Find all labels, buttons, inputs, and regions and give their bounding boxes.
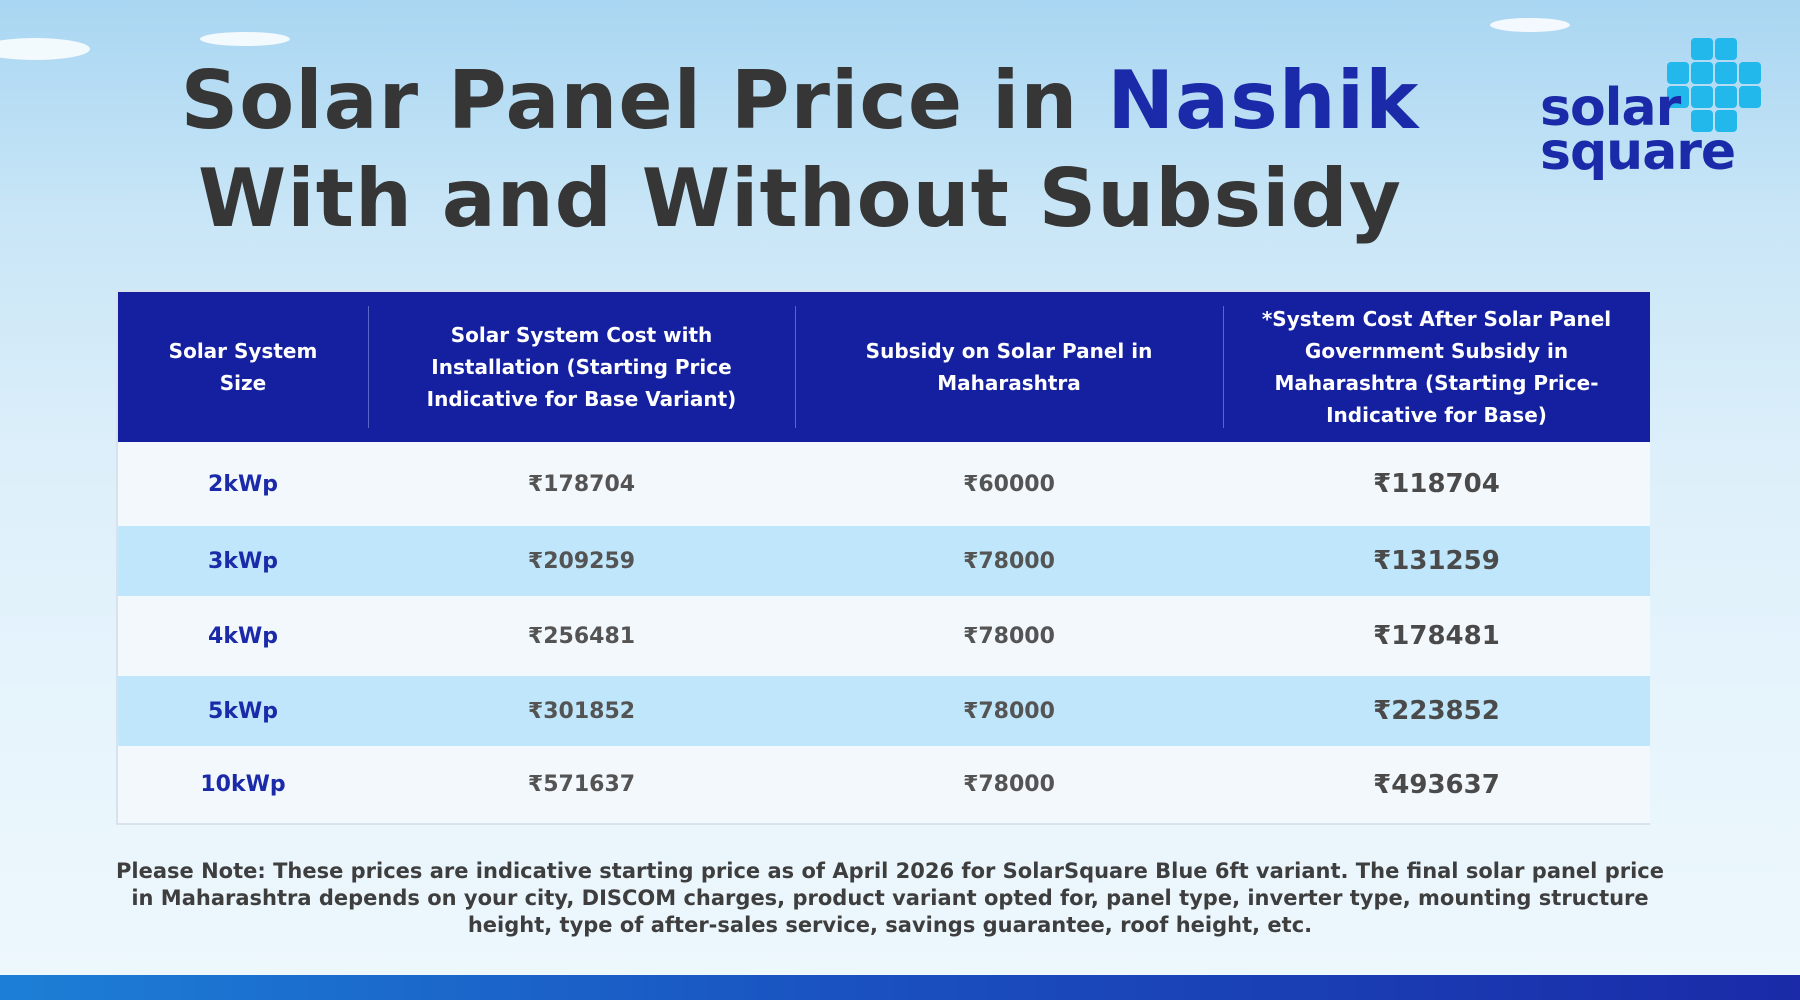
table-row: 10kWp ₹571637 ₹78000 ₹493637: [118, 746, 1650, 823]
logo-text: solar square: [1540, 78, 1736, 182]
solarsquare-logo: solar square: [1535, 38, 1765, 198]
price-disclaimer-note: Please Note: These prices are indicative…: [116, 859, 1664, 937]
cell-size: 10kWp: [200, 772, 286, 797]
title-line-2: With and Without Subsidy: [198, 152, 1402, 245]
table-row: 2kWp ₹178704 ₹60000 ₹118704: [118, 442, 1650, 526]
header-subsidy: Subsidy on Solar Panel in Maharashtra: [795, 292, 1223, 442]
title-prefix: Solar Panel Price in: [180, 54, 1108, 147]
cloud-decoration: [0, 38, 90, 60]
cell-subsidy: ₹60000: [963, 471, 1055, 497]
cell-cost: ₹571637: [527, 772, 636, 797]
cell-final-cost: ₹118704: [1373, 469, 1500, 499]
cell-final-cost: ₹131259: [1373, 546, 1500, 576]
cell-cost: ₹256481: [527, 623, 636, 649]
logo-text-line-1: solar: [1540, 78, 1681, 138]
cell-subsidy: ₹78000: [963, 623, 1055, 649]
title-line-1: Solar Panel Price in Nashik: [180, 52, 1420, 150]
cell-size: 5kWp: [208, 698, 278, 724]
cell-cost: ₹178704: [527, 471, 636, 497]
cell-final-cost: ₹223852: [1373, 696, 1500, 726]
page-title: Solar Panel Price in Nashik With and Wit…: [180, 52, 1420, 248]
header-cost-after-subsidy: *System Cost After Solar Panel Governmen…: [1223, 292, 1650, 442]
price-table: Solar System Size Solar System Cost with…: [116, 290, 1650, 825]
cloud-decoration: [200, 32, 290, 46]
cell-size: 2kWp: [208, 471, 278, 497]
header-system-cost: Solar System Cost with Installation (Sta…: [368, 292, 795, 442]
cell-size: 3kWp: [208, 548, 278, 574]
logo-text-line-2: square: [1540, 122, 1736, 182]
cell-cost: ₹301852: [527, 698, 636, 724]
table-row: 4kWp ₹256481 ₹78000 ₹178481: [118, 596, 1650, 676]
logo-grid-icon: [1665, 38, 1761, 134]
table-row: 3kWp ₹209259 ₹78000 ₹131259: [118, 526, 1650, 596]
cell-size: 4kWp: [208, 623, 278, 649]
cell-final-cost: ₹493637: [1373, 769, 1500, 800]
cell-subsidy: ₹78000: [963, 698, 1055, 724]
cell-cost: ₹209259: [527, 548, 636, 574]
cell-final-cost: ₹178481: [1373, 621, 1500, 651]
footer-bar: [0, 975, 1800, 1000]
header-system-size: Solar System Size: [168, 339, 318, 395]
table-row: 5kWp ₹301852 ₹78000 ₹223852: [118, 676, 1650, 746]
cell-subsidy: ₹78000: [963, 772, 1055, 797]
title-city: Nashik: [1107, 54, 1420, 147]
cell-subsidy: ₹78000: [963, 548, 1055, 574]
table-header-row: Solar System Size Solar System Cost with…: [118, 292, 1650, 442]
cloud-decoration: [1490, 18, 1570, 32]
